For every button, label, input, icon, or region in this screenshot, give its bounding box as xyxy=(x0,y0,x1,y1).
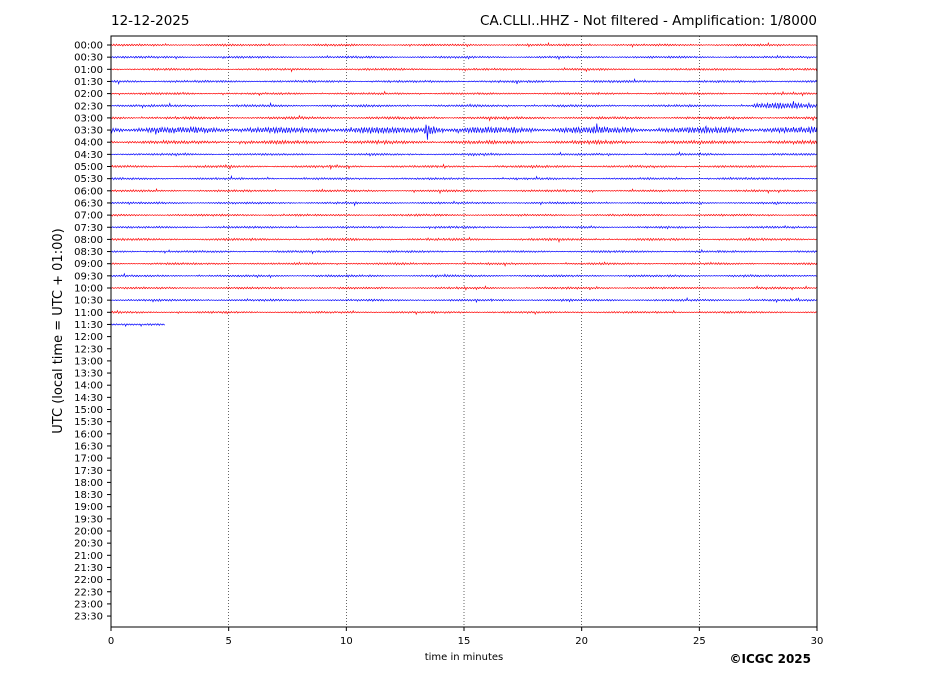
row-label-46: 23:00 xyxy=(74,599,103,610)
x-tick-label-3: 15 xyxy=(458,636,471,647)
trace-0330 xyxy=(110,123,817,140)
trace-0900 xyxy=(110,261,817,267)
trace-0300 xyxy=(110,114,817,122)
row-label-30: 15:00 xyxy=(74,405,103,416)
row-label-4: 02:00 xyxy=(74,89,103,100)
trace-1000 xyxy=(110,285,817,291)
trace-1030 xyxy=(110,296,817,304)
y-axis-label: UTC (local time = UTC + 01:00) xyxy=(51,228,66,433)
x-tick-label-6: 30 xyxy=(811,636,824,647)
row-label-31: 15:30 xyxy=(74,417,103,428)
row-label-37: 18:30 xyxy=(74,490,103,501)
row-label-8: 04:00 xyxy=(74,138,103,149)
row-label-3: 01:30 xyxy=(74,77,103,88)
row-label-41: 20:30 xyxy=(74,539,103,550)
row-label-38: 19:00 xyxy=(74,502,103,513)
trace-group xyxy=(110,41,817,328)
row-label-25: 12:30 xyxy=(74,344,103,355)
x-tick-label-5: 25 xyxy=(693,636,706,647)
row-label-47: 23:30 xyxy=(74,612,103,623)
trace-1130 xyxy=(110,323,165,328)
row-label-45: 22:30 xyxy=(74,587,103,598)
trace-0930 xyxy=(110,272,817,279)
row-label-9: 04:30 xyxy=(74,150,103,161)
x-axis-label: time in minutes xyxy=(425,652,504,663)
row-label-15: 07:30 xyxy=(74,223,103,234)
trace-0600 xyxy=(110,187,817,195)
x-tick-label-4: 20 xyxy=(575,636,588,647)
row-label-36: 18:00 xyxy=(74,478,103,489)
row-label-24: 12:00 xyxy=(74,332,103,343)
x-tick-label-1: 5 xyxy=(225,636,231,647)
row-label-14: 07:00 xyxy=(74,211,103,222)
trace-0200 xyxy=(110,90,817,97)
x-tick-label-2: 10 xyxy=(340,636,353,647)
trace-0800 xyxy=(110,236,817,244)
row-label-5: 02:30 xyxy=(74,101,103,112)
trace-0100 xyxy=(110,66,817,73)
trace-0500 xyxy=(110,163,817,171)
row-label-43: 21:30 xyxy=(74,563,103,574)
trace-1100 xyxy=(110,309,817,316)
plot-frame xyxy=(110,35,818,628)
row-label-27: 13:30 xyxy=(74,369,103,380)
trace-0130 xyxy=(110,78,817,85)
row-label-22: 11:00 xyxy=(74,308,103,319)
row-label-42: 21:00 xyxy=(74,551,103,562)
row-label-7: 03:30 xyxy=(74,126,103,137)
row-label-26: 13:00 xyxy=(74,356,103,367)
trace-0230 xyxy=(110,101,817,110)
x-tick-label-0: 0 xyxy=(108,636,114,647)
row-label-34: 17:00 xyxy=(74,454,103,465)
row-label-33: 16:30 xyxy=(74,441,103,452)
row-label-28: 14:00 xyxy=(74,381,103,392)
trace-0830 xyxy=(110,249,817,255)
row-label-23: 11:30 xyxy=(74,320,103,331)
row-label-44: 22:00 xyxy=(74,575,103,586)
row-label-12: 06:00 xyxy=(74,186,103,197)
row-label-13: 06:30 xyxy=(74,198,103,209)
trace-0700 xyxy=(110,213,817,217)
row-label-6: 03:00 xyxy=(74,113,103,124)
x-axis-ticks: 0 5 10 15 20 25 30 xyxy=(108,627,824,647)
row-label-19: 09:30 xyxy=(74,271,103,282)
row-label-17: 08:30 xyxy=(74,247,103,258)
row-label-2: 01:00 xyxy=(74,65,103,76)
row-label-1: 00:30 xyxy=(74,53,103,64)
chart-title: CA.CLLI..HHZ - Not filtered - Amplificat… xyxy=(480,13,817,29)
row-label-16: 08:00 xyxy=(74,235,103,246)
row-label-40: 20:00 xyxy=(74,527,103,538)
trace-0630 xyxy=(110,200,817,207)
row-label-29: 14:30 xyxy=(74,393,103,404)
row-label-35: 17:30 xyxy=(74,466,103,477)
row-label-10: 05:00 xyxy=(74,162,103,173)
trace-0400 xyxy=(110,139,817,146)
grid-lines xyxy=(228,36,700,627)
trace-0530 xyxy=(110,174,817,181)
row-label-18: 09:00 xyxy=(74,259,103,270)
chart-date: 12-12-2025 xyxy=(111,13,189,29)
trace-0030 xyxy=(110,54,817,61)
trace-0000 xyxy=(110,41,817,48)
row-label-32: 16:00 xyxy=(74,429,103,440)
row-label-21: 10:30 xyxy=(74,296,103,307)
trace-0730 xyxy=(110,224,817,230)
row-label-0: 00:00 xyxy=(74,41,103,52)
row-label-11: 05:30 xyxy=(74,174,103,185)
copyright-text: ©ICGC 2025 xyxy=(729,652,811,666)
row-label-20: 10:00 xyxy=(74,284,103,295)
trace-0430 xyxy=(110,151,817,157)
row-label-39: 19:30 xyxy=(74,514,103,525)
